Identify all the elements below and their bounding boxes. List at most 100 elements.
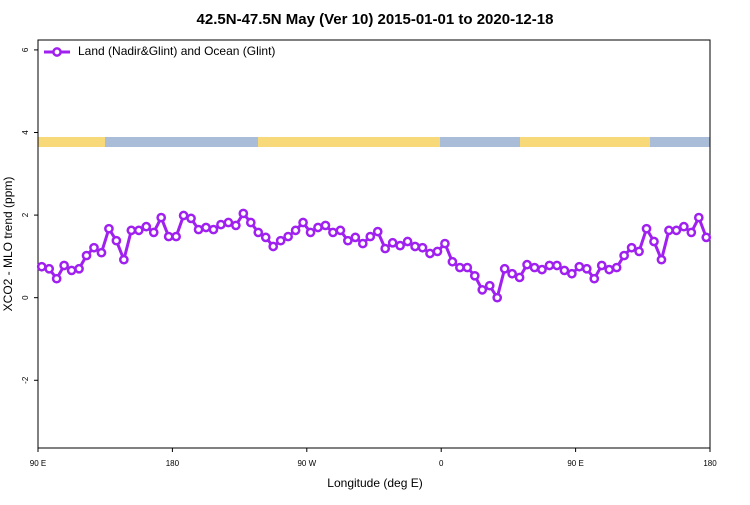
- data-point: [664, 225, 674, 236]
- data-point: [36, 261, 47, 272]
- data-point: [89, 242, 99, 253]
- land-band: [258, 137, 440, 147]
- data-point: [693, 212, 704, 223]
- ocean-band: [105, 137, 258, 147]
- data-point: [186, 213, 196, 224]
- y-tick-label: 6: [21, 47, 30, 52]
- ocean-band: [440, 137, 520, 147]
- data-point: [649, 236, 659, 247]
- data-point: [425, 248, 435, 259]
- land-band: [520, 137, 650, 147]
- data-point: [238, 208, 249, 219]
- data-point: [104, 223, 114, 234]
- data-point: [447, 256, 458, 267]
- data-point: [171, 231, 181, 242]
- data-point: [589, 273, 600, 284]
- data-point: [596, 260, 607, 271]
- data-point: [529, 262, 540, 273]
- data-point: [268, 241, 279, 252]
- legend-marker: [52, 47, 62, 57]
- x-tick-label: 180: [703, 459, 717, 468]
- y-tick-label: 2: [21, 212, 30, 217]
- x-axis-label: Longitude (deg E): [327, 476, 422, 490]
- data-point: [119, 254, 129, 265]
- data-point: [313, 222, 323, 233]
- data-point: [372, 226, 383, 237]
- data-point: [395, 240, 405, 251]
- data-point: [81, 250, 92, 261]
- data-point: [581, 263, 592, 274]
- data-point: [178, 210, 189, 221]
- data-point: [231, 220, 241, 231]
- ocean-band: [650, 137, 710, 147]
- data-point: [208, 224, 219, 235]
- data-point: [701, 232, 712, 243]
- data-point: [96, 247, 107, 258]
- chart-title: 42.5N-47.5N May (Ver 10) 2015-01-01 to 2…: [197, 11, 554, 28]
- data-point: [477, 284, 488, 295]
- data-point: [126, 225, 137, 236]
- data-point: [275, 235, 286, 246]
- data-point: [641, 223, 652, 234]
- data-point: [253, 227, 264, 238]
- data-point: [343, 235, 353, 246]
- data-point: [559, 265, 570, 276]
- surface-band: [38, 137, 710, 147]
- data-point: [201, 222, 211, 233]
- data-point: [455, 262, 465, 273]
- data-point: [245, 217, 256, 228]
- data-point: [656, 254, 667, 265]
- data-point: [305, 227, 316, 238]
- data-point: [111, 235, 122, 246]
- data-point: [634, 246, 644, 257]
- data-point: [410, 241, 420, 252]
- plot-frame: [37, 39, 711, 449]
- data-point: [298, 217, 308, 228]
- data-point: [544, 260, 555, 271]
- data-point: [66, 265, 77, 276]
- legend-label: Land (Nadir&Glint) and Ocean (Glint): [78, 44, 275, 58]
- data-point: [611, 262, 622, 273]
- data-point: [686, 227, 697, 238]
- data-point: [193, 224, 204, 235]
- data-point: [671, 225, 682, 236]
- data-point: [328, 227, 338, 238]
- data-point: [283, 231, 293, 242]
- y-tick-label: 4: [21, 130, 30, 135]
- data-point: [432, 246, 443, 257]
- data-point: [514, 272, 525, 283]
- data-point: [357, 238, 368, 249]
- data-point: [320, 220, 331, 231]
- data-point: [44, 263, 55, 274]
- data-point: [148, 227, 159, 238]
- data-point: [417, 242, 428, 253]
- data-point: [141, 221, 152, 232]
- data-point: [402, 236, 413, 247]
- y-tick-label: -2: [21, 376, 30, 384]
- data-point: [469, 270, 480, 281]
- land-band: [38, 137, 105, 147]
- data-point: [626, 242, 637, 253]
- data-point: [522, 259, 532, 270]
- data-point: [440, 238, 450, 249]
- x-tick-label: 0: [439, 459, 444, 468]
- data-point: [679, 221, 689, 232]
- data-point: [552, 260, 562, 271]
- data-point: [223, 217, 234, 228]
- data-point: [133, 225, 144, 236]
- data-point: [619, 250, 629, 261]
- data-point: [335, 225, 346, 236]
- data-point: [51, 273, 62, 284]
- data-point: [574, 261, 585, 272]
- x-tick-label: 180: [166, 459, 180, 468]
- data-point: [604, 264, 615, 275]
- data-point: [499, 263, 510, 274]
- data-point: [350, 232, 361, 243]
- data-point: [74, 263, 84, 274]
- data-point: [156, 212, 167, 223]
- data-point: [365, 231, 376, 242]
- data-point: [507, 268, 517, 279]
- y-tick-label: 0: [21, 295, 30, 300]
- data-point: [290, 225, 301, 236]
